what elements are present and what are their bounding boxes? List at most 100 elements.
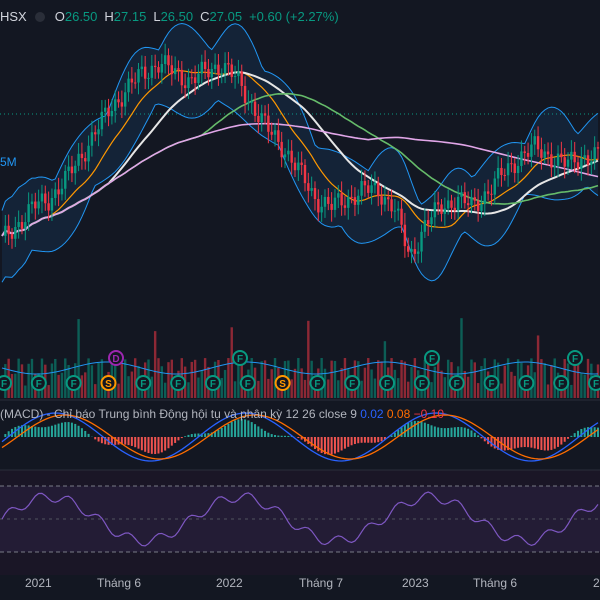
macd-histogram-bar [590, 427, 593, 437]
macd-histogram-bar [397, 429, 400, 437]
macd-histogram-bar [350, 437, 353, 446]
volume-bar [470, 359, 473, 398]
volume-bar [273, 358, 277, 398]
macd-histogram-bar [340, 437, 343, 451]
event-marker-icon [309, 375, 326, 391]
volume-bar [576, 358, 580, 398]
macd-histogram-bar [297, 437, 300, 439]
macd-histogram-bar [550, 437, 553, 450]
low-value: 26.50 [160, 9, 194, 24]
volume-bar [410, 367, 413, 398]
candle-body [373, 182, 377, 186]
candle-body [227, 63, 230, 65]
candle-body [150, 65, 154, 78]
macd-histogram-bar [274, 435, 277, 437]
candle-body [456, 196, 460, 211]
event-marker-label: D [112, 354, 119, 365]
volume-bar [160, 366, 164, 398]
macd-histogram-bar [370, 437, 373, 443]
volume-bar [127, 376, 130, 398]
macd-histogram-bar [343, 437, 346, 449]
candle-body [17, 222, 20, 227]
macd-histogram-bar [54, 424, 57, 437]
candle-body [347, 196, 350, 208]
candle-body [460, 192, 463, 197]
candle-body [433, 202, 437, 218]
rsi-line [1, 491, 599, 547]
event-marker-label: F [488, 379, 494, 390]
candle-body [237, 71, 240, 77]
event-marker-label: F [593, 379, 599, 390]
volume-bar [433, 366, 437, 398]
volume-bar [293, 368, 297, 398]
candle-body [446, 200, 450, 209]
candle-body [307, 183, 310, 191]
event-marker-label: F [572, 354, 578, 365]
volume-bar [510, 371, 513, 398]
candle-body [573, 151, 576, 163]
candle-body [243, 85, 247, 103]
volume-bar [463, 371, 467, 398]
volume-bar [503, 365, 506, 398]
macd-title: (MACD) - Chỉ báo Trung bình Động hội tụ … [0, 407, 283, 421]
candle-body [133, 82, 137, 84]
macd-histogram-bar [300, 437, 303, 440]
event-marker-label: F [454, 379, 460, 390]
open-value: 26.50 [64, 9, 98, 24]
macd-histogram-bar [360, 437, 363, 443]
candle-body [107, 107, 110, 117]
candle-body [147, 77, 150, 79]
volume-bar [123, 359, 127, 398]
candle-body [516, 165, 520, 174]
volume-bar [290, 379, 293, 398]
candle-body [493, 178, 496, 195]
candle-body [253, 101, 257, 116]
macd-histogram-bar [7, 431, 10, 437]
volume-bar [120, 362, 124, 398]
volume-scale-label: 5M [0, 155, 17, 169]
candle-body [114, 99, 117, 111]
macd-histogram-bar [447, 427, 450, 437]
candle-body [247, 101, 250, 103]
macd-histogram-bar [520, 437, 523, 448]
macd-legend[interactable]: (MACD) - Chỉ báo Trung bình Động hội tụ … [0, 407, 444, 421]
candle-body [230, 64, 233, 77]
volume-bar [513, 375, 516, 398]
macd-histogram-bar [563, 437, 566, 442]
volume-bar [533, 372, 536, 398]
volume-bar [150, 376, 154, 398]
candle-body [203, 61, 207, 70]
macd-histogram-bar [393, 432, 396, 437]
event-marker-icon [274, 375, 291, 391]
macd-histogram-bar [227, 423, 230, 437]
macd-histogram-bar [353, 437, 356, 445]
volume-bar [580, 373, 583, 398]
macd-histogram-bar [567, 437, 570, 439]
macd-histogram-bar [67, 422, 70, 437]
macd-histogram-bar [507, 437, 510, 451]
volume-bar [506, 358, 510, 398]
volume-bar [230, 327, 233, 398]
candle-body [350, 196, 353, 198]
candle-body [270, 131, 273, 135]
candle-body [576, 162, 580, 169]
event-marker-icon [135, 375, 152, 391]
candle-body [273, 130, 277, 135]
volume-bar [573, 364, 576, 398]
candle-body [593, 147, 596, 162]
candle-body [30, 201, 34, 205]
macd-histogram-bar [224, 425, 227, 437]
market-status-icon[interactable] [34, 12, 45, 22]
volume-bar [200, 370, 203, 398]
candle-body [77, 153, 80, 166]
macd-histogram-bar [363, 437, 366, 443]
macd-histogram-bar [560, 437, 563, 445]
candle-body [380, 196, 383, 205]
macd-histogram-bar [237, 419, 240, 437]
candle-body [360, 181, 363, 196]
event-marker-label: F [384, 379, 390, 390]
macd-histogram-bar [547, 437, 550, 451]
close-value: 27.05 [209, 9, 243, 24]
macd-histogram-bar [240, 419, 243, 437]
